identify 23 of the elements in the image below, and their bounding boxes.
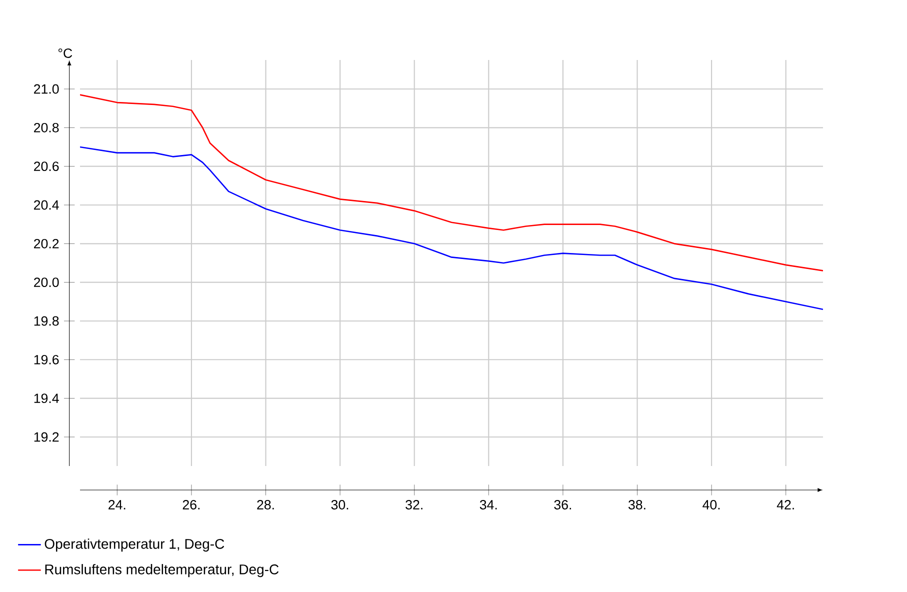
y-tick-label: 19.2 <box>34 432 59 442</box>
x-tick-label: 24. <box>108 500 126 510</box>
y-tick-label: 20.0 <box>34 278 59 288</box>
y-tick-label: 19.8 <box>34 316 59 326</box>
x-tick-label: 28. <box>257 500 274 510</box>
y-tick-label: 20.2 <box>34 238 59 248</box>
y-tick-label: 19.4 <box>34 394 59 404</box>
x-tick-label: 30. <box>331 500 348 510</box>
y-tick-label: 20.6 <box>34 162 59 172</box>
x-tick-label: 40. <box>702 500 720 510</box>
legend-label: Rumsluftens medeltemperatur, Deg-C <box>45 564 279 578</box>
y-tick-label: 21.0 <box>34 84 59 94</box>
x-tick-label: 26. <box>182 500 200 510</box>
x-tick-label: 38. <box>628 500 646 510</box>
x-tick-label: 34. <box>480 500 497 510</box>
y-tick-label: 19.6 <box>34 354 59 364</box>
x-tick-label: 42. <box>776 500 794 510</box>
y-axis-title: °C <box>58 48 72 58</box>
y-tick-label: 20.4 <box>34 200 59 210</box>
x-tick-label: 36. <box>554 500 571 510</box>
x-tick-label: 32. <box>406 500 422 510</box>
legend-label: Operativtemperatur 1, Deg-C <box>44 538 224 552</box>
y-tick-label: 20.8 <box>34 122 59 132</box>
